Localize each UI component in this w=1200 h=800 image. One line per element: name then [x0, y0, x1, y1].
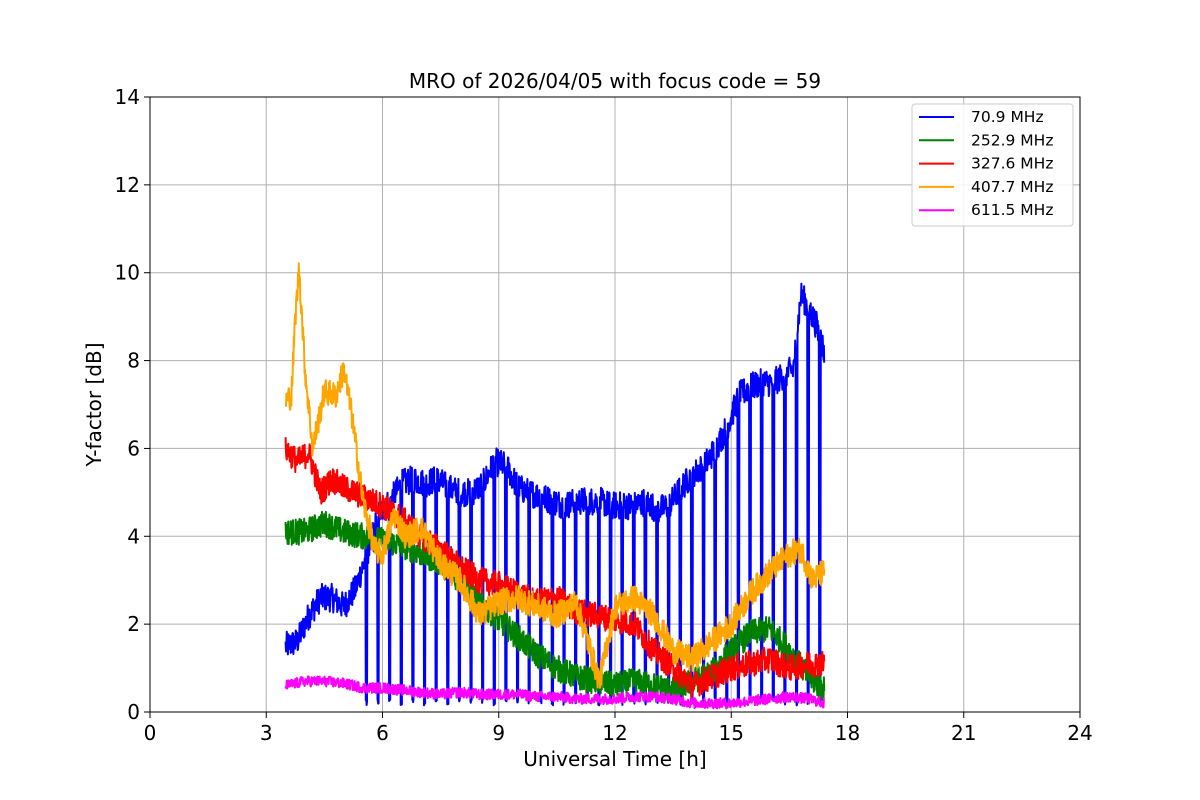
- x-tick-label: 0: [144, 721, 157, 745]
- y-tick-label: 14: [115, 85, 140, 109]
- x-tick-label: 6: [376, 721, 389, 745]
- series-group: [284, 262, 826, 710]
- x-tick-label: 12: [602, 721, 627, 745]
- legend-label: 327.6 MHz: [971, 155, 1053, 173]
- y-tick-label: 4: [127, 524, 140, 548]
- legend-label: 407.7 MHz: [971, 178, 1053, 196]
- y-tick-label: 0: [127, 700, 140, 724]
- series-line: [284, 282, 826, 707]
- y-tick-label: 6: [127, 436, 140, 460]
- series-line: [284, 262, 826, 689]
- series-line: [284, 675, 825, 710]
- legend-label: 252.9 MHz: [971, 131, 1053, 149]
- y-tick-label: 8: [127, 349, 140, 373]
- legend-label: 611.5 MHz: [971, 201, 1053, 219]
- chart-title: MRO of 2026/04/05 with focus code = 59: [409, 69, 821, 93]
- y-axis-label: Y-factor [dB]: [82, 342, 106, 467]
- x-tick-label: 24: [1067, 721, 1092, 745]
- x-tick-label: 15: [719, 721, 744, 745]
- x-tick-label: 18: [835, 721, 860, 745]
- y-tick-label: 10: [115, 261, 140, 285]
- y-tick-label: 12: [115, 173, 140, 197]
- x-axis-label: Universal Time [h]: [523, 747, 706, 771]
- x-tick-label: 21: [951, 721, 976, 745]
- y-tick-label: 2: [127, 612, 140, 636]
- legend-label: 70.9 MHz: [971, 108, 1044, 126]
- x-tick-label: 3: [260, 721, 273, 745]
- x-tick-label: 9: [492, 721, 505, 745]
- legend: 70.9 MHz 252.9 MHz 327.6 MHz 407.7 MHz 611.5…: [911, 103, 1074, 227]
- legend-box: [911, 103, 1074, 227]
